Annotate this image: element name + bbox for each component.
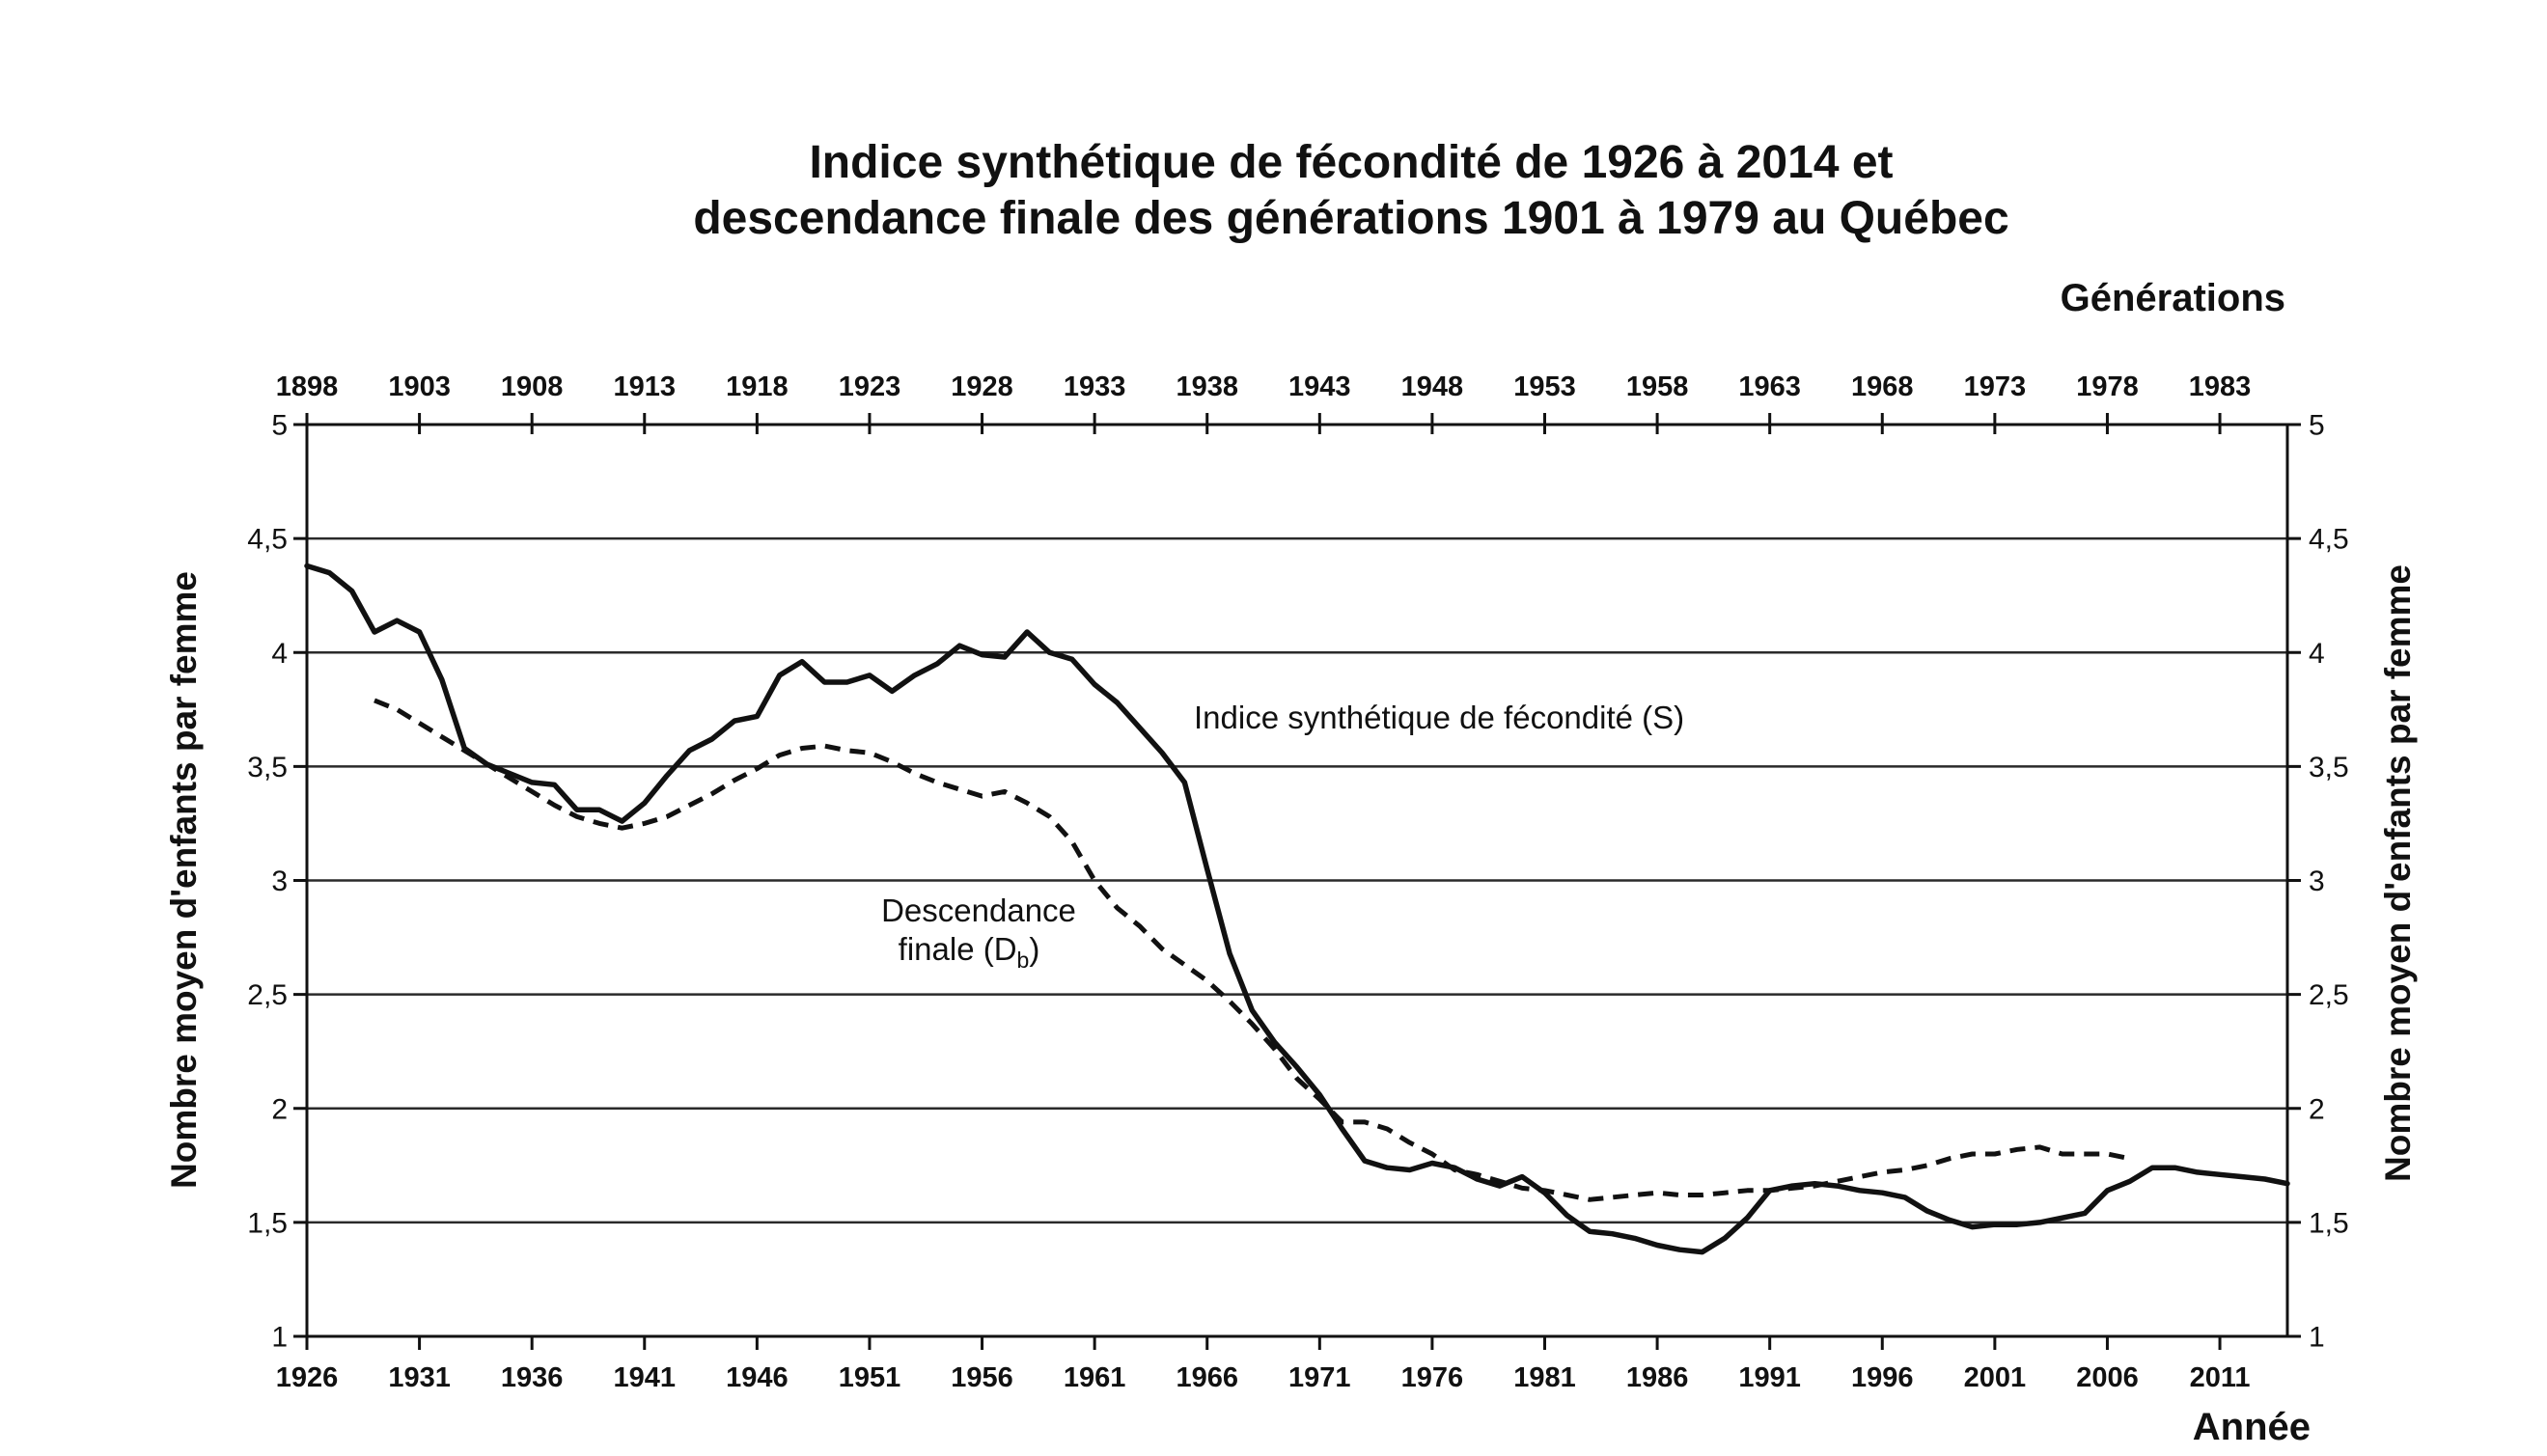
top-tick-label: 1978 [2076,371,2139,402]
x-tick-label: 1976 [1401,1362,1464,1393]
top-axis-title: Générations [2061,277,2285,319]
y-axis-title-right: Nombre moyen d'enfants par femme [2378,564,2418,1182]
gridlines [307,536,2287,1224]
top-tick-label: 1983 [2189,371,2252,402]
tick-labels: 1 1 1,5 1,5 2 2 2,5 2,5 3 3 3,5 3,5 4 4 4,5 4,5 5 5 1926 19… [247,371,2348,1393]
top-tick-label: 1953 [1513,371,1576,402]
y-tick-label-left: 1,5 [247,1207,288,1239]
y-tick-label-right: 3 [2309,865,2325,897]
y-tick-label-left: 4,5 [247,524,288,556]
top-tick-label: 1923 [839,371,901,402]
x-tick-label: 1961 [1064,1362,1126,1393]
y-tick-label-right: 5 [2309,410,2325,442]
x-tick-label: 1931 [388,1362,451,1393]
isf-series-label: Indice synthétique de fécondité (S) [1194,700,1684,735]
top-tick-label: 1963 [1738,371,1801,402]
x-tick-label: 1951 [839,1362,901,1393]
y-tick-label-right: 2,5 [2309,979,2349,1011]
x-tick-label: 1996 [1851,1362,1914,1393]
y-tick-label-right: 1,5 [2309,1207,2349,1239]
x-tick-label: 2006 [2076,1362,2139,1393]
x-axis-title: Année [2193,1406,2311,1448]
descendance-finale-line [374,698,2131,1202]
y-tick-label-right: 4 [2309,638,2325,670]
top-tick-label: 1898 [276,371,339,402]
descendance-label-subscript: b [1017,948,1030,973]
y-axis-title-left: Nombre moyen d'enfants par femme [164,571,204,1189]
x-tick-label: 1941 [614,1362,677,1393]
y-tick-label-left: 2,5 [247,979,288,1011]
x-tick-label: 1966 [1176,1362,1238,1393]
x-tick-label: 1956 [951,1362,1013,1393]
chart-title-line2: descendance finale des générations 1901 … [693,193,2008,244]
x-tick-label: 1986 [1626,1362,1689,1393]
x-tick-label: 1981 [1513,1362,1576,1393]
descendance-finale-series-label: Descendance finale (Db) [881,893,1076,973]
isf-line [304,563,2290,1255]
x-tick-label: 1946 [726,1362,789,1393]
top-tick-label: 1948 [1401,371,1464,402]
top-tick-label: 1973 [1964,371,2027,402]
chart-title-line1: Indice synthétique de fécondité de 1926 … [809,137,1893,188]
top-tick-label: 1943 [1288,371,1351,402]
x-tick-label: 2001 [1964,1362,2027,1393]
top-tick-label: 1918 [726,371,789,402]
x-tick-label: 2011 [2190,1362,2251,1393]
y-tick-label-right: 1 [2309,1322,2325,1354]
y-tick-label-left: 3 [271,865,288,897]
x-tick-label: 1971 [1288,1362,1351,1393]
top-tick-label: 1903 [388,371,451,402]
series-lines [304,563,2290,1255]
y-tick-label-left: 1 [271,1322,288,1354]
y-tick-label-left: 4 [271,638,288,670]
x-tick-label: 1991 [1738,1362,1801,1393]
descendance-label-line1: Descendance [881,893,1076,928]
top-tick-label: 1958 [1626,371,1689,402]
descendance-label-line2: finale (D [899,931,1017,967]
y-tick-label-left: 3,5 [247,752,288,783]
y-tick-label-left: 2 [271,1093,288,1125]
descendance-label-close: ) [1029,931,1039,967]
y-tick-label-right: 2 [2309,1093,2325,1125]
top-tick-label: 1908 [501,371,564,402]
top-tick-label: 1913 [614,371,677,402]
y-tick-label-left: 5 [271,410,288,442]
y-tick-label-right: 3,5 [2309,752,2349,783]
top-tick-label: 1933 [1064,371,1126,402]
top-tick-label: 1928 [951,371,1013,402]
axis-ticks [293,413,2301,1350]
top-tick-label: 1968 [1851,371,1914,402]
x-tick-label: 1936 [501,1362,564,1393]
y-tick-label-right: 4,5 [2309,524,2349,556]
top-tick-label: 1938 [1176,371,1238,402]
x-tick-label: 1926 [276,1362,339,1393]
